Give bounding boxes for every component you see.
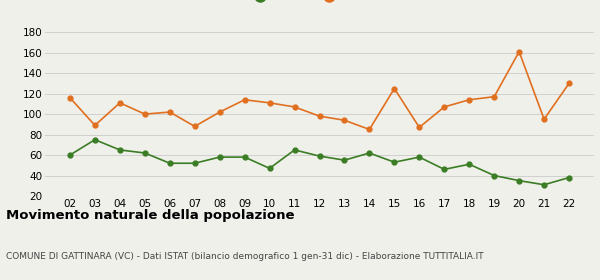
Text: Movimento naturale della popolazione: Movimento naturale della popolazione <box>6 209 295 221</box>
Legend: Nascite, Decessi: Nascite, Decessi <box>253 0 386 8</box>
Text: COMUNE DI GATTINARA (VC) - Dati ISTAT (bilancio demografico 1 gen-31 dic) - Elab: COMUNE DI GATTINARA (VC) - Dati ISTAT (b… <box>6 252 484 261</box>
